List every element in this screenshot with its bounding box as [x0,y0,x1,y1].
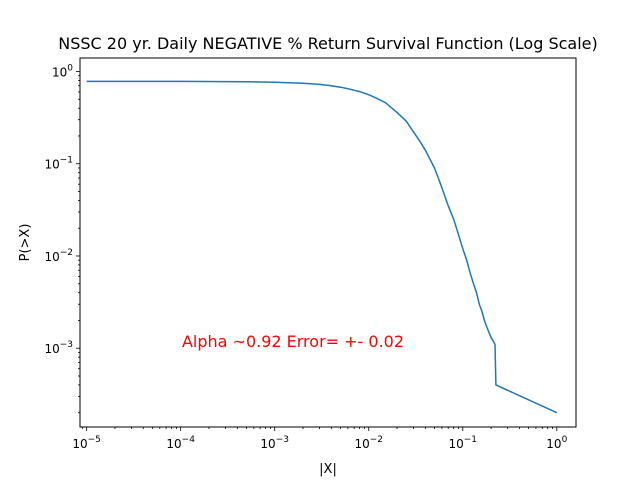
y-axis-ticks: 10−3 10−2 10−1 100 [44,63,80,414]
x-axis-ticks: 10−5 10−4 10−3 10−2 10−1 100 [72,427,568,451]
x-tick-label: 10−5 [72,435,101,451]
plot-frame [79,57,577,428]
x-axis-label: |X| [319,462,337,477]
x-tick-label: 10−4 [166,435,195,451]
y-tick-label: 10−3 [44,340,73,356]
alpha-annotation: Alpha ~0.92 Error= +- 0.02 [182,332,404,351]
y-axis-label: P(>X) [18,224,33,262]
chart-title: NSSC 20 yr. Daily NEGATIVE % Return Surv… [58,34,598,53]
y-tick-label: 100 [52,63,73,79]
x-tick-label: 100 [546,435,567,451]
x-tick-label: 10−1 [448,435,477,451]
x-tick-label: 10−3 [260,435,289,451]
x-tick-label: 10−2 [354,435,383,451]
y-tick-label: 10−1 [44,156,73,172]
survival-function-line [86,80,558,414]
y-tick-label: 10−2 [44,248,73,264]
plot-area [80,58,576,427]
